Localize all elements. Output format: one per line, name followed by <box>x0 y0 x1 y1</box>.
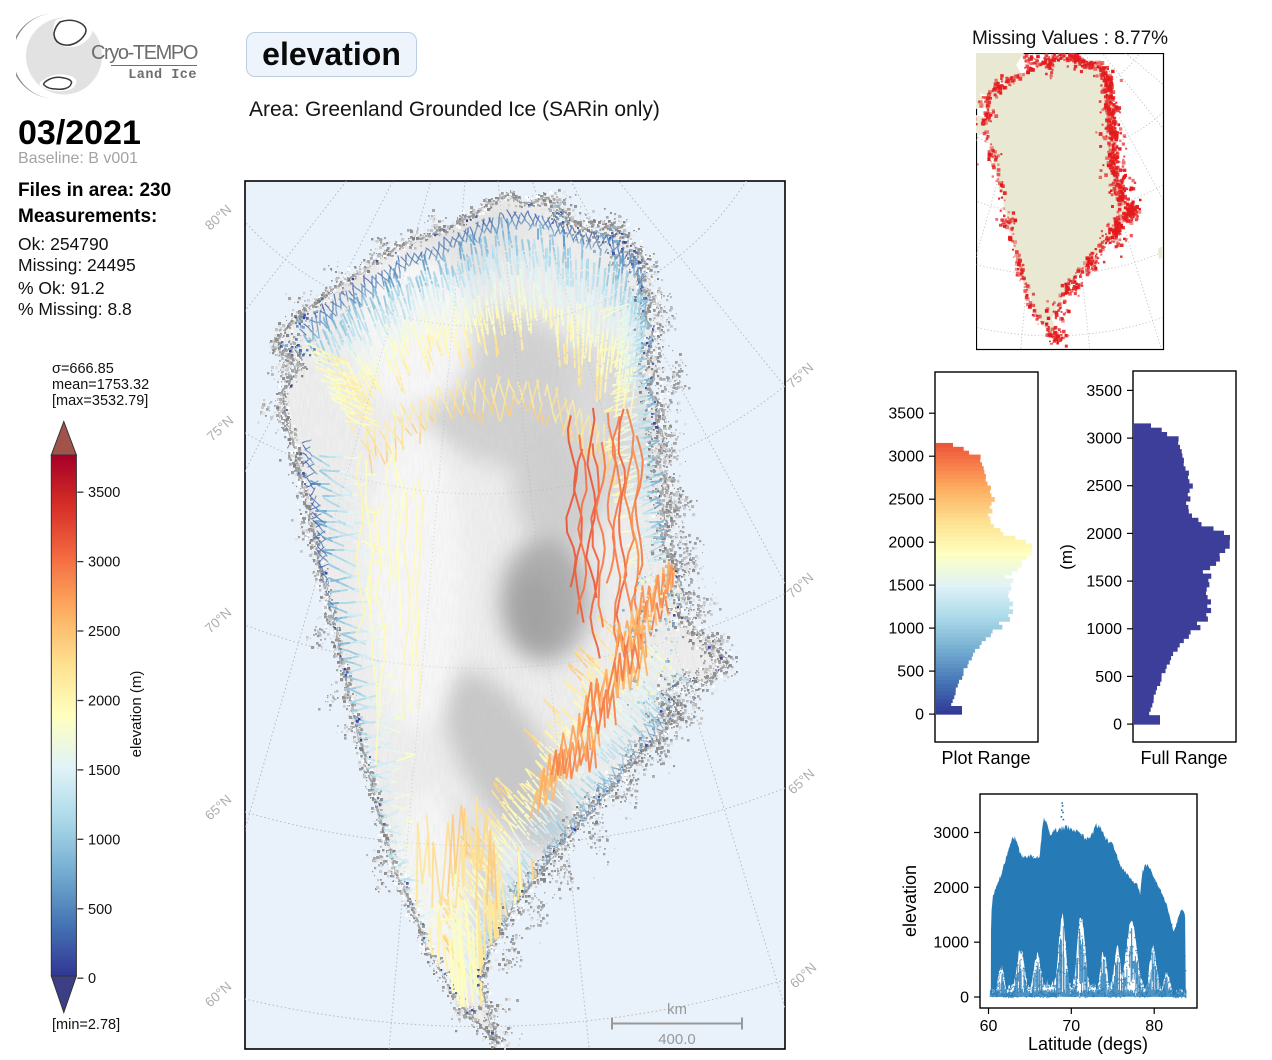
svg-text:500: 500 <box>88 902 112 918</box>
svg-text:1500: 1500 <box>888 578 924 595</box>
svg-text:3000: 3000 <box>888 449 924 466</box>
svg-text:0: 0 <box>960 990 969 1007</box>
svg-text:2500: 2500 <box>888 492 924 509</box>
svg-text:500: 500 <box>897 664 924 681</box>
svg-text:3500: 3500 <box>1086 383 1122 400</box>
svg-text:Plot Range: Plot Range <box>941 748 1030 768</box>
svg-text:2000: 2000 <box>1086 526 1122 543</box>
svg-text:elevation: elevation <box>900 865 920 937</box>
svg-text:400.0: 400.0 <box>658 1031 696 1048</box>
svg-text:2000: 2000 <box>888 535 924 552</box>
svg-text:500: 500 <box>1095 669 1122 686</box>
svg-text:2500: 2500 <box>88 624 120 640</box>
svg-text:elevation (m): elevation (m) <box>128 671 145 758</box>
svg-text:2000: 2000 <box>88 694 120 710</box>
svg-text:2500: 2500 <box>1086 478 1122 495</box>
svg-text:80: 80 <box>1145 1018 1163 1035</box>
svg-text:70: 70 <box>1062 1018 1080 1035</box>
svg-text:0: 0 <box>915 707 924 724</box>
svg-text:0: 0 <box>88 971 96 987</box>
svg-text:1000: 1000 <box>1086 621 1122 638</box>
svg-text:km: km <box>667 1001 687 1018</box>
svg-text:3500: 3500 <box>888 406 924 423</box>
svg-text:1500: 1500 <box>88 763 120 779</box>
svg-text:1000: 1000 <box>88 832 120 848</box>
svg-text:1000: 1000 <box>933 935 969 952</box>
svg-text:0: 0 <box>1113 717 1122 734</box>
svg-text:Latitude (degs): Latitude (degs) <box>1028 1034 1148 1054</box>
svg-text:Full Range: Full Range <box>1140 748 1227 768</box>
svg-text:3000: 3000 <box>88 555 120 571</box>
svg-text:60: 60 <box>980 1018 998 1035</box>
svg-text:3500: 3500 <box>88 485 120 501</box>
svg-text:3000: 3000 <box>933 825 969 842</box>
svg-text:1000: 1000 <box>888 621 924 638</box>
svg-text:1500: 1500 <box>1086 574 1122 591</box>
svg-text:3000: 3000 <box>1086 431 1122 448</box>
svg-text:2000: 2000 <box>933 880 969 897</box>
svg-text:(m): (m) <box>1057 544 1076 569</box>
